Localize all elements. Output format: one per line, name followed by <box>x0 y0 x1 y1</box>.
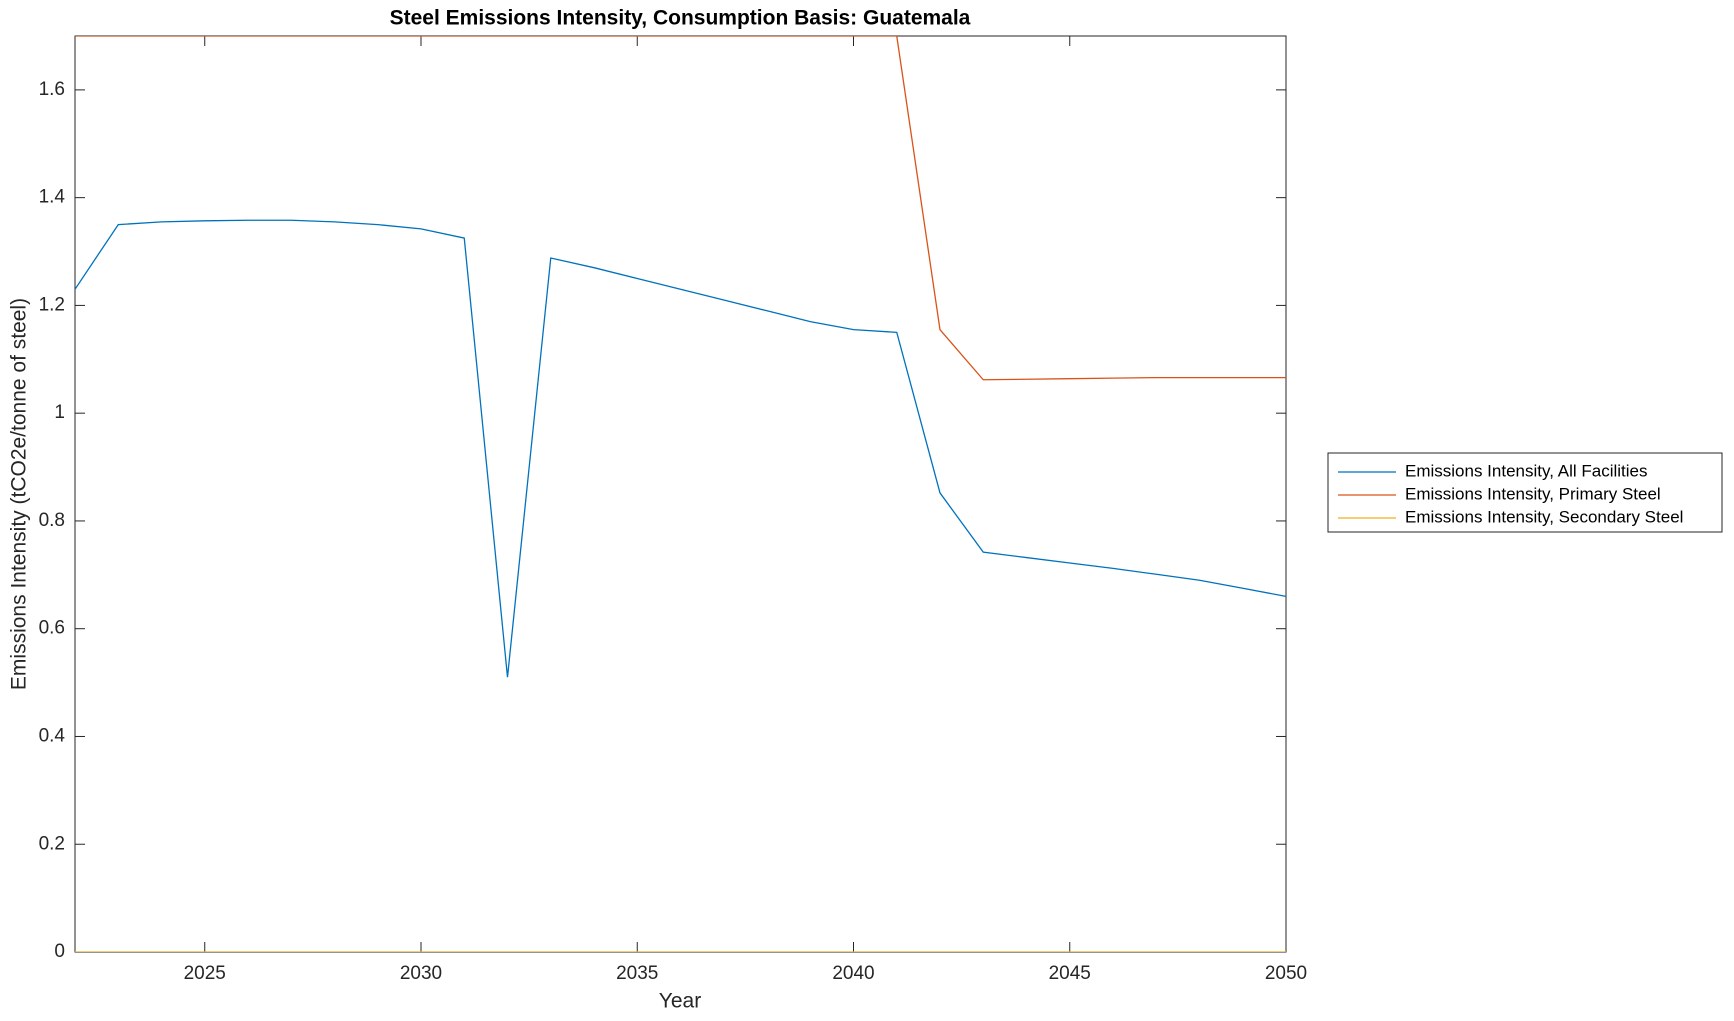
y-tick-label: 0.2 <box>39 833 65 854</box>
data-line <box>75 219 1286 678</box>
y-tick-label: 1.4 <box>39 187 66 208</box>
plot-area <box>75 36 1286 952</box>
legend-label: Emissions Intensity, All Facilities <box>1405 461 1647 480</box>
x-axis-label: Year <box>659 990 701 1013</box>
x-tick-label: 2030 <box>400 963 442 984</box>
data-line <box>75 36 1286 381</box>
y-tick-label: 0.6 <box>39 618 65 639</box>
plot-frame <box>74 35 1287 953</box>
y-tick-label: 1.6 <box>39 79 65 100</box>
x-tick-label: 2045 <box>1049 963 1091 984</box>
legend-label: Emissions Intensity, Primary Steel <box>1405 484 1661 503</box>
y-tick-label: 0.4 <box>39 725 66 746</box>
y-tick-label: 0 <box>54 941 65 962</box>
legend-box <box>1327 452 1723 533</box>
legend-label: Emissions Intensity, Secondary Steel <box>1405 507 1683 526</box>
y-axis-label: Emissions Intensity (tCO2e/tonne of stee… <box>8 298 31 690</box>
y-tick-label: 0.8 <box>39 510 65 531</box>
chart-title: Steel Emissions Intensity, Consumption B… <box>390 7 971 30</box>
x-tick-label: 2035 <box>616 963 658 984</box>
x-tick-label: 2040 <box>832 963 874 984</box>
x-tick-label: 2050 <box>1265 963 1307 984</box>
y-tick-label: 1 <box>54 402 65 423</box>
y-tick-label: 1.2 <box>39 294 65 315</box>
x-tick-label: 2025 <box>184 963 226 984</box>
